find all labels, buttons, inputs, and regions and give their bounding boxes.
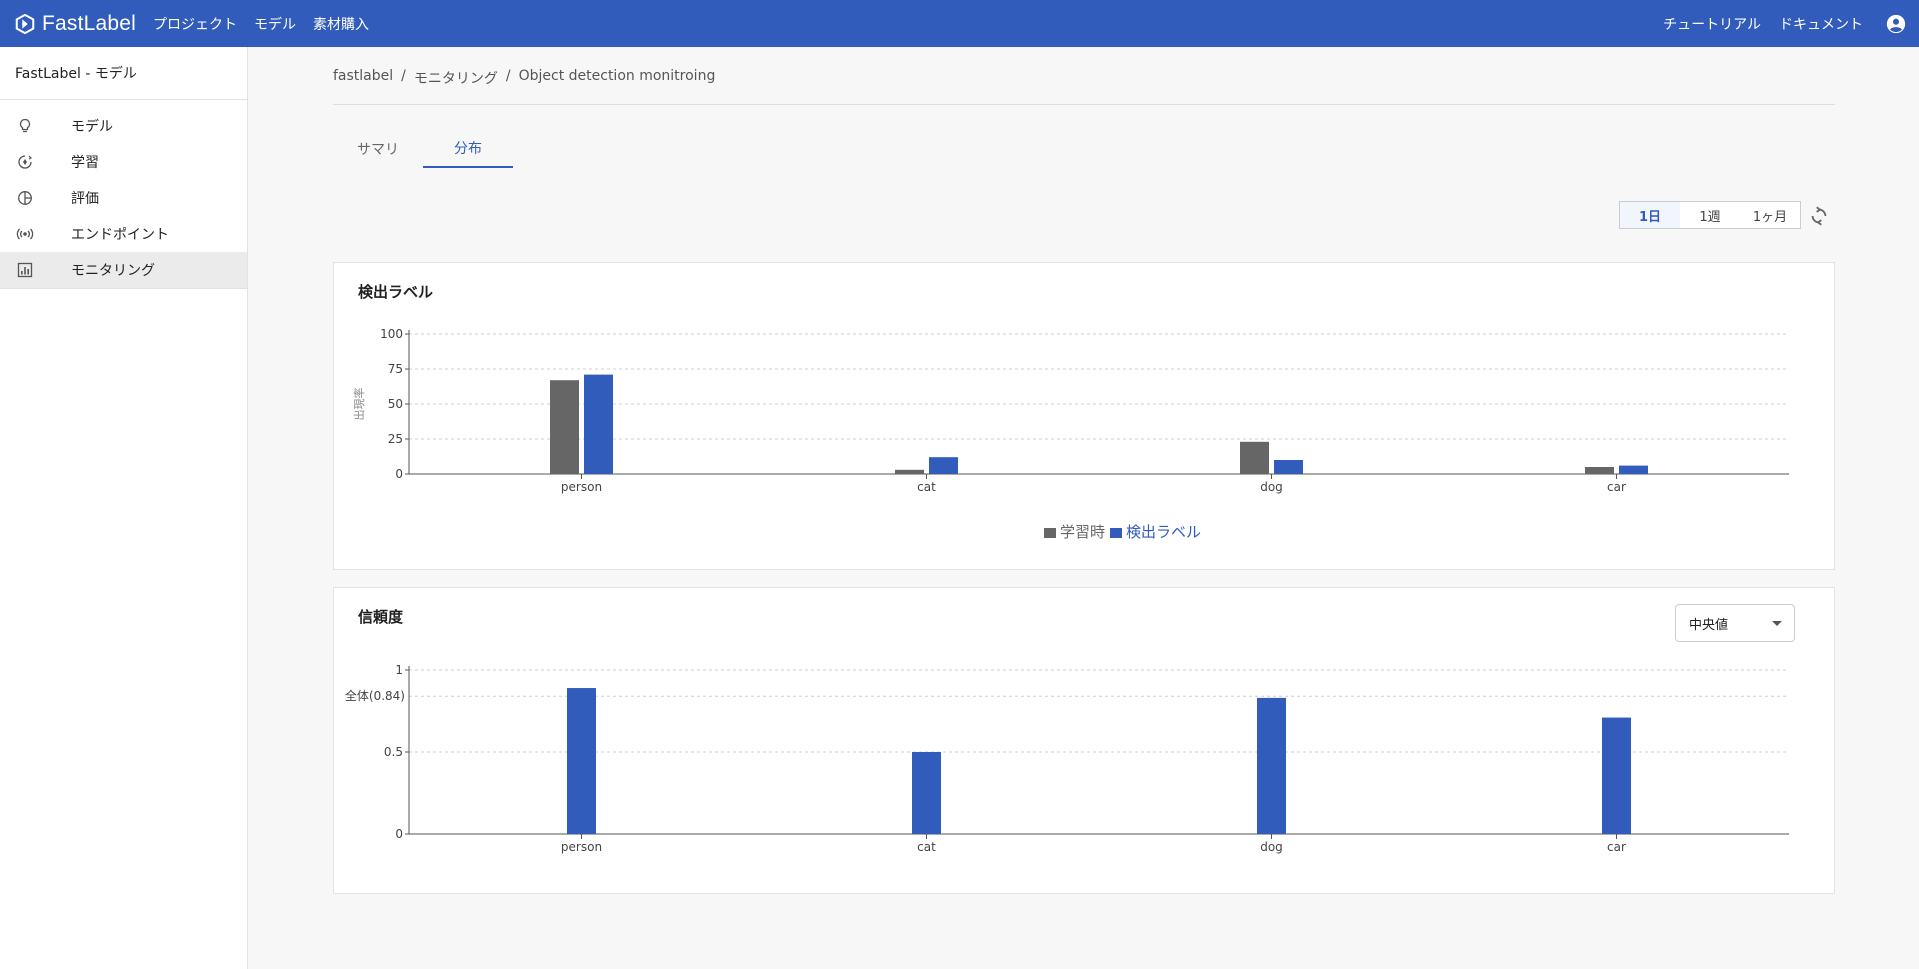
confidence-title: 信頼度	[358, 608, 404, 626]
sidebar-item-models[interactable]: モデル	[0, 108, 247, 144]
x-tick-label: cat	[917, 840, 936, 854]
sidebar-item-label: モデル	[71, 119, 113, 135]
nav-materials[interactable]: 素材購入	[313, 16, 370, 33]
sidebar-item-label: 評価	[71, 191, 99, 207]
fastlabel-logo-icon	[15, 13, 35, 34]
reference-line-label: 全体(0.84)	[345, 688, 405, 703]
nav-models[interactable]: モデル	[254, 16, 297, 33]
y-tick-label: 0	[395, 827, 403, 841]
range-1month-button[interactable]: 1ヶ月	[1752, 209, 1788, 225]
bar-person	[584, 374, 613, 474]
breadcrumb-item-monitoring[interactable]: モニタリング	[413, 71, 498, 87]
bar-dog	[1257, 697, 1286, 834]
bar-dog	[1274, 460, 1303, 474]
tutorial-link[interactable]: チュートリアル	[1663, 16, 1761, 33]
bar-car	[1585, 467, 1614, 474]
x-tick-label: car	[1607, 840, 1626, 854]
detected-labels-chart: 0 25 50 75 100 出現率 person cat dog car 学習時 検出ラベル	[352, 327, 1789, 541]
detected-labels-title: 検出ラベル	[358, 283, 434, 301]
brand-name: FastLabel	[42, 11, 137, 35]
y-tick-label: 50	[388, 397, 403, 411]
sidebar-item-label: モニタリング	[71, 263, 155, 279]
training-icon	[16, 153, 34, 171]
x-tick-label: cat	[917, 480, 936, 494]
y-axis-label: 出現率	[352, 388, 366, 421]
refresh-icon[interactable]	[1808, 205, 1830, 227]
bar-dog	[1240, 441, 1269, 474]
sidebar-item-label: エンドポイント	[71, 227, 169, 243]
chart-icon	[16, 261, 34, 279]
sidebar-item-endpoint[interactable]: エンドポイント	[0, 216, 247, 252]
header-divider	[333, 104, 1835, 105]
breadcrumb: fastlabel / モニタリング / Object detection mo…	[333, 68, 723, 88]
top-right-links: チュートリアル ドキュメント	[1645, 13, 1907, 35]
range-1day-button[interactable]: 1日	[1620, 202, 1680, 228]
confidence-card: 信頼度 中央値 0 0.5 1 全体(0.84) person cat dog car	[333, 587, 1835, 894]
x-tick-label: dog	[1260, 840, 1283, 854]
x-tick-label: car	[1607, 480, 1626, 494]
sidebar: FastLabel - モデル モデル 学習 評価 エンドポイント	[0, 47, 248, 969]
y-tick-label: 0.5	[384, 745, 403, 759]
range-1week-button[interactable]: 1週	[1699, 209, 1721, 225]
sidebar-item-training[interactable]: 学習	[0, 144, 247, 180]
y-tick-label: 100	[380, 327, 403, 341]
breadcrumb-item-workspace[interactable]: fastlabel	[333, 68, 394, 84]
x-tick-label: person	[561, 840, 602, 854]
bar-cat	[929, 457, 958, 474]
sidebar-list: モデル 学習 評価 エンドポイント モニタリング	[0, 100, 247, 289]
top-nav: プロジェクト モデル 素材購入	[153, 14, 386, 34]
bar-cat	[895, 469, 924, 474]
sidebar-item-monitoring[interactable]: モニタリング	[0, 252, 247, 288]
sidebar-item-label: 学習	[71, 155, 99, 171]
x-tick-label: dog	[1260, 480, 1283, 494]
aggregate-select-value: 中央値	[1689, 617, 1729, 633]
bar-car	[1619, 465, 1648, 474]
time-range-toggle: 1日 1週 1ヶ月	[1619, 201, 1801, 229]
detected-labels-card: 検出ラベル 0 25 50 75 100 出現率 person cat dog car 学習時 検出ラ…	[333, 262, 1835, 570]
lightbulb-icon	[16, 117, 34, 135]
bar-person	[550, 380, 579, 474]
confidence-chart: 0 0.5 1 全体(0.84) person cat dog car	[345, 663, 1789, 854]
bar-person	[567, 688, 596, 834]
breadcrumb-separator: /	[505, 68, 511, 84]
y-tick-label: 1	[395, 663, 403, 677]
breadcrumb-separator: /	[401, 68, 406, 84]
y-tick-label: 0	[395, 467, 403, 481]
tabs: サマリ 分布	[333, 130, 513, 168]
legend-swatch	[1110, 528, 1122, 538]
aggregate-select[interactable]: 中央値	[1675, 604, 1795, 642]
sidebar-item-evaluation[interactable]: 評価	[0, 180, 247, 216]
tab-summary[interactable]: サマリ	[357, 142, 399, 158]
nav-projects[interactable]: プロジェクト	[153, 16, 238, 33]
pie-chart-icon	[16, 189, 34, 207]
tab-distribution[interactable]: 分布	[423, 130, 513, 168]
broadcast-icon	[16, 225, 34, 243]
sidebar-title: FastLabel - モデル	[0, 47, 247, 100]
legend-swatch	[1044, 528, 1056, 538]
brand[interactable]: FastLabel	[14, 12, 136, 36]
legend-label: 検出ラベル	[1126, 523, 1201, 541]
bar-car	[1602, 717, 1631, 834]
x-tick-label: person	[561, 480, 602, 494]
account-icon[interactable]	[1885, 13, 1907, 35]
y-tick-label: 75	[388, 362, 403, 376]
y-tick-label: 25	[388, 432, 403, 446]
top-bar: FastLabel プロジェクト モデル 素材購入 チュートリアル ドキュメント	[0, 0, 1919, 47]
bar-cat	[912, 752, 941, 834]
breadcrumb-item-current: Object detection monitroing	[518, 68, 716, 84]
chevron-down-icon	[1772, 621, 1782, 626]
docs-link[interactable]: ドキュメント	[1779, 16, 1863, 33]
legend-label: 学習時	[1060, 523, 1105, 541]
